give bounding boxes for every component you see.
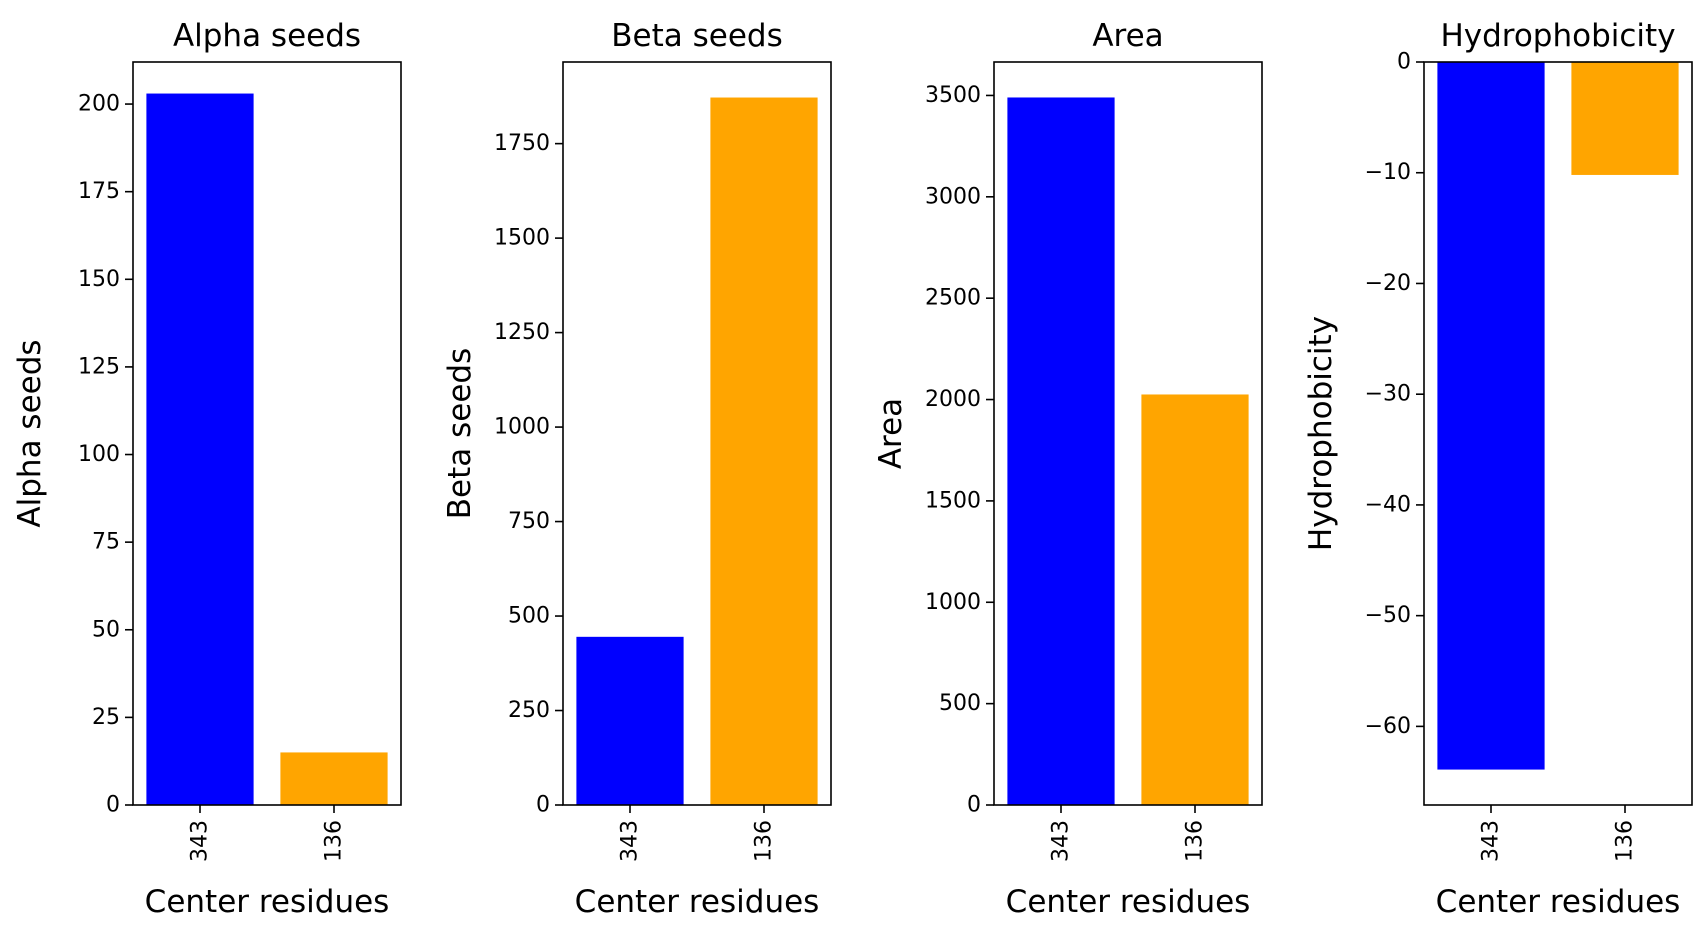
y-tick-label: 75: [92, 530, 120, 555]
x-axis-label: Center residues: [1436, 884, 1681, 920]
plot-frame: [1423, 61, 1693, 806]
y-tick-label: 150: [78, 267, 120, 292]
y-tick-label: −60: [1365, 714, 1411, 739]
plot-frame: [132, 61, 402, 806]
x-axis-label: Center residues: [1006, 884, 1251, 920]
x-axis-label: Center residues: [575, 884, 820, 920]
y-tick-label: 750: [508, 509, 550, 534]
y-tick-label: 0: [106, 793, 120, 818]
y-tick-label: 125: [78, 354, 120, 379]
chart-title: Alpha seeds: [173, 18, 361, 54]
y-tick-label: 0: [967, 793, 981, 818]
x-tick-label: 136: [752, 820, 777, 862]
y-axis-label: Beta seeds: [442, 348, 478, 519]
x-tick-label: 136: [1183, 820, 1208, 862]
y-tick-label: 0: [536, 793, 550, 818]
y-tick-label: 3500: [925, 83, 981, 108]
y-tick-label: −50: [1365, 603, 1411, 628]
bar-343: [146, 93, 254, 805]
y-tick-label: 100: [78, 442, 120, 467]
y-tick-label: 200: [78, 92, 120, 117]
y-axis-label: Alpha seeds: [12, 339, 48, 527]
y-tick-label: 2000: [925, 387, 981, 412]
y-tick-label: 3000: [925, 184, 981, 209]
y-tick-label: 25: [92, 705, 120, 730]
y-tick-label: 2500: [925, 286, 981, 311]
y-tick-label: 1250: [494, 320, 550, 345]
x-tick-label: 343: [188, 820, 213, 862]
bar-136: [710, 97, 818, 806]
bar-343: [1437, 62, 1545, 770]
chart-title: Beta seeds: [611, 18, 782, 54]
y-tick-label: 500: [508, 604, 550, 629]
plot-frame: [993, 61, 1263, 806]
y-tick-label: 500: [939, 691, 981, 716]
y-axis-label: Hydrophobicity: [1303, 316, 1339, 551]
y-tick-label: −10: [1365, 160, 1411, 185]
y-tick-label: −40: [1365, 492, 1411, 517]
x-tick-label: 343: [1049, 820, 1074, 862]
x-axis-label: Center residues: [145, 884, 390, 920]
plot-frame: [562, 61, 832, 806]
bar-136: [1141, 394, 1249, 805]
y-axis-label: Area: [873, 398, 909, 469]
y-tick-label: 50: [92, 617, 120, 642]
y-tick-label: −20: [1365, 271, 1411, 296]
y-tick-label: 250: [508, 698, 550, 723]
y-tick-label: 1500: [925, 488, 981, 513]
y-tick-label: 0: [1397, 50, 1411, 75]
y-tick-label: 1000: [925, 590, 981, 615]
y-tick-label: −30: [1365, 382, 1411, 407]
x-tick-label: 343: [1479, 820, 1504, 862]
chart-title: Hydrophobicity: [1440, 18, 1675, 54]
y-tick-label: 1500: [494, 226, 550, 251]
bar-136: [1571, 62, 1679, 175]
y-tick-label: 1000: [494, 415, 550, 440]
y-tick-label: 175: [78, 179, 120, 204]
x-tick-label: 136: [1613, 820, 1638, 862]
chart-title: Area: [1092, 18, 1163, 54]
x-tick-label: 136: [322, 820, 347, 862]
x-tick-label: 343: [618, 820, 643, 862]
bar-343: [576, 636, 684, 805]
y-tick-label: 1750: [494, 131, 550, 156]
bar-136: [280, 752, 388, 805]
bar-343: [1007, 97, 1115, 806]
